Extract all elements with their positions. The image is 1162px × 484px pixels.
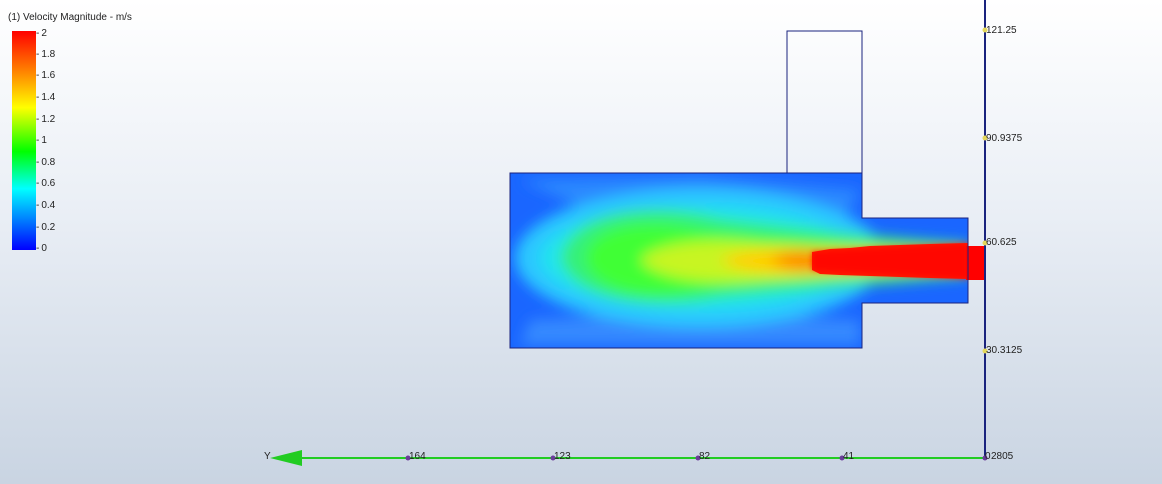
axis-tick-marker xyxy=(550,455,556,461)
horizontal-axis-label: 82 xyxy=(699,451,711,462)
vertical-axis-label: 90.9375 xyxy=(986,133,1023,144)
axis-tick-marker xyxy=(405,455,411,461)
vertical-axis-ticks: 121.25 90.9375 60.625 30.3125 xyxy=(982,25,1023,356)
axis-tick-marker xyxy=(839,455,845,461)
legend-tick: 1.6 xyxy=(36,71,55,81)
horizontal-axis-label: 41 xyxy=(843,451,855,462)
origin-label-suffix: 2805 xyxy=(991,451,1014,462)
legend-tick: 0.6 xyxy=(36,179,55,189)
vertical-axis-label: 30.3125 xyxy=(986,345,1023,356)
axis-tick-marker xyxy=(695,455,701,461)
upper-channel-outline xyxy=(786,30,863,173)
legend-tick: 1.2 xyxy=(36,115,55,125)
legend-tick: 2 xyxy=(36,29,47,39)
legend-tick: 0.4 xyxy=(36,201,55,211)
legend-ticks: 2 1.8 1.6 1.4 1.2 1 0.8 0.6 0.4 0.2 0 xyxy=(36,29,76,254)
horizontal-axis-label: 0 xyxy=(985,451,991,462)
legend-tick: 0 xyxy=(36,244,47,254)
axis-tick-marker xyxy=(982,240,988,246)
legend-tick: 1.4 xyxy=(36,93,55,103)
outlet-jet xyxy=(966,246,986,280)
axis-tick-marker xyxy=(982,135,988,141)
axis-arrow-icon xyxy=(270,450,302,466)
horizontal-axis-label: 123 xyxy=(554,451,571,462)
legend-title: (1) Velocity Magnitude - m/s xyxy=(8,12,132,23)
horizontal-axis-name: Y xyxy=(264,451,271,462)
horizontal-axis-ticks: 164 123 82 41 0 2805 xyxy=(405,451,1014,462)
legend-tick: 1.8 xyxy=(36,50,55,60)
legend-tick: 0.8 xyxy=(36,158,55,168)
color-bar xyxy=(12,31,36,250)
axis-tick-marker xyxy=(982,348,988,354)
legend-tick: 0.2 xyxy=(36,223,55,233)
axis-tick-marker xyxy=(982,455,988,461)
velocity-contour xyxy=(510,173,968,348)
horizontal-axis-label: 164 xyxy=(409,451,426,462)
vertical-axis-label: 121.25 xyxy=(986,25,1017,36)
legend-tick: 1 xyxy=(36,136,47,146)
axis-tick-marker xyxy=(982,27,988,33)
vertical-axis-label: 60.625 xyxy=(986,237,1017,248)
domain-outline xyxy=(509,172,969,349)
